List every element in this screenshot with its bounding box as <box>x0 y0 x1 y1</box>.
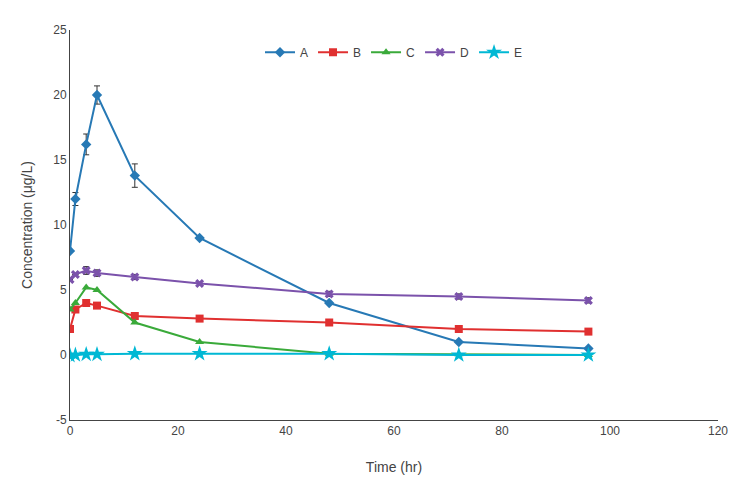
svg-text:0: 0 <box>60 348 67 362</box>
svg-text:C: C <box>406 46 415 60</box>
svg-text:B: B <box>353 46 361 60</box>
svg-text:60: 60 <box>387 424 401 438</box>
svg-text:20: 20 <box>53 88 67 102</box>
svg-text:100: 100 <box>600 424 620 438</box>
svg-text:E: E <box>514 46 522 60</box>
svg-text:Time (hr): Time (hr) <box>366 459 422 475</box>
svg-text:0: 0 <box>67 424 74 438</box>
svg-text:5: 5 <box>60 283 67 297</box>
svg-text:40: 40 <box>279 424 293 438</box>
svg-text:25: 25 <box>53 23 67 37</box>
svg-text:20: 20 <box>171 424 185 438</box>
svg-text:Concentration (μg/L): Concentration (μg/L) <box>19 161 35 289</box>
svg-text:10: 10 <box>53 218 67 232</box>
svg-text:A: A <box>300 46 308 60</box>
svg-text:80: 80 <box>495 424 509 438</box>
svg-text:D: D <box>460 46 469 60</box>
svg-text:-5: -5 <box>56 413 67 427</box>
svg-text:15: 15 <box>53 153 67 167</box>
svg-text:120: 120 <box>708 424 728 438</box>
